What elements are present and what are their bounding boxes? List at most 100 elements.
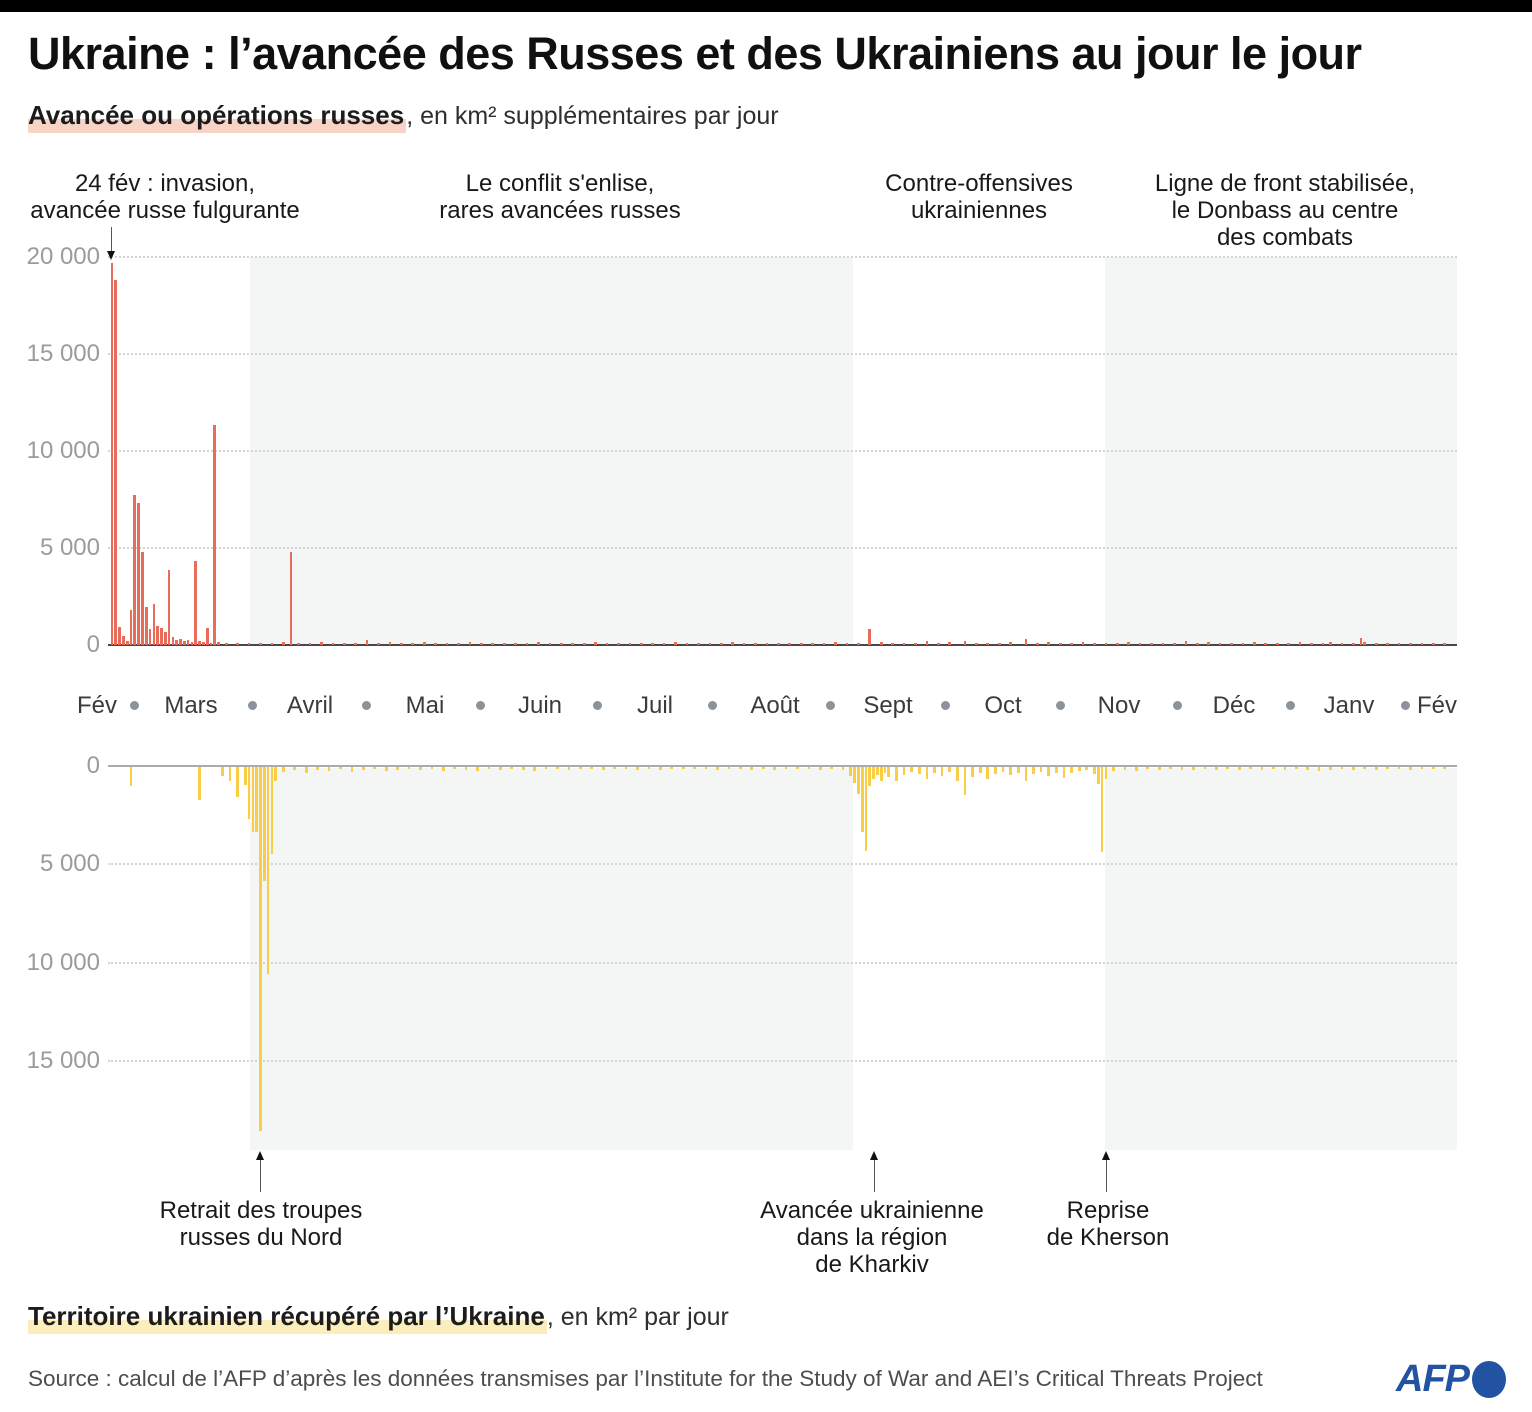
month-label: Janv <box>1323 692 1375 719</box>
ukrainian-recovery-bar <box>1062 767 1066 778</box>
ukrainian-recovery-bar <box>1294 767 1298 769</box>
month-label: Avril <box>286 692 334 719</box>
russian-advance-bar <box>422 642 426 645</box>
ukrainian-recovery-bar <box>430 767 434 770</box>
ukrainian-recovery-bar <box>956 767 959 782</box>
russian-advance-bar <box>110 262 114 645</box>
ukrainian-recovery-bar <box>1070 767 1073 774</box>
russian-advance-bar <box>186 639 190 645</box>
y-tick-label: 0 <box>86 631 100 658</box>
ukrainian-recovery-bar <box>567 767 571 771</box>
gridline <box>108 450 1457 452</box>
ukrainian-recovery-bar <box>738 767 742 769</box>
chart-annotation: Retrait des troupes <box>159 1197 363 1224</box>
ukrainian-recovery-bar <box>796 767 799 770</box>
ukrainian-recovery-bar <box>1283 767 1287 771</box>
ukrainian-recovery-bar <box>1085 767 1089 771</box>
russian-advance-bar <box>605 643 609 645</box>
ukrainian-recovery-bar <box>773 767 776 770</box>
chart-annotation: Reprise <box>1066 1197 1150 1224</box>
y-tick-label: 5 000 <box>39 534 100 561</box>
ukrainian-recovery-bar <box>716 767 719 770</box>
russian-advance-bar <box>1374 643 1378 645</box>
russian-advance-bar <box>133 494 137 645</box>
ukrainian-recovery-bar <box>1009 767 1013 776</box>
russian-advance-bar <box>986 642 990 645</box>
ukrainian-recovery-bar <box>1192 767 1195 771</box>
chart-annotation: 24 fév : invasion, <box>74 170 256 197</box>
russian-advance-bar <box>468 642 472 645</box>
ukrainian-recovery-bar <box>1237 767 1241 771</box>
russian-series-caption-units: , en km² supplémentaires par jour <box>406 102 779 130</box>
month-label: Juin <box>517 692 563 719</box>
russian-advance-bar <box>491 643 495 645</box>
ukrainian-recovery-bar <box>902 767 906 776</box>
annotation-arrow-head <box>870 1151 878 1160</box>
month-label: Déc <box>1212 692 1256 719</box>
russian-advance-bar <box>480 643 483 645</box>
annotation-arrow-line <box>874 1160 875 1192</box>
month-label: Fév <box>76 692 117 719</box>
ukrainian-recovery-bar <box>1100 767 1104 852</box>
russian-advance-bar <box>948 642 952 645</box>
russian-advance-bar <box>1397 643 1401 645</box>
russian-advance-bar <box>1420 643 1424 645</box>
ukrainian-recovery-bar <box>266 767 270 974</box>
ukrainian-recovery-bar <box>917 767 921 775</box>
ukrainian-recovery-bar <box>1016 767 1020 774</box>
ukrainian-recovery-bar <box>830 767 834 770</box>
month-separator-dot <box>941 701 950 710</box>
russian-advance-bar <box>365 639 369 645</box>
russian-advance-bar <box>754 643 757 645</box>
chart-annotation: rares avancées russes <box>439 197 681 224</box>
russian-advance-bar <box>1070 643 1073 645</box>
ukrainian-recovery-bar <box>1374 767 1378 771</box>
ukrainian-recovery-bar <box>1329 767 1332 771</box>
russian-advance-bar <box>183 640 186 645</box>
ukrainian-recovery-bar <box>883 767 887 774</box>
russian-advance-bar <box>167 570 171 645</box>
russian-advance-bar <box>788 643 792 645</box>
ukrainian-recovery-bar <box>857 767 860 794</box>
russian-advance-bar <box>217 641 220 645</box>
russian-advance-bar <box>674 642 677 645</box>
ukrainian-recovery-bar <box>339 767 342 770</box>
russian-advance-bar <box>457 643 460 645</box>
russian-advance-bar <box>1409 642 1412 645</box>
ukrainian-recovery-bar <box>373 767 377 770</box>
russian-advance-bar <box>400 643 403 645</box>
russian-advance-bar <box>1195 643 1199 645</box>
ukrainian-recovery-bar <box>464 767 468 770</box>
month-separator-dot <box>248 701 257 710</box>
month-label: Mai <box>405 692 445 719</box>
ukrainian-recovery-bar <box>1409 767 1412 770</box>
russian-advance-bar <box>1352 643 1355 645</box>
russian-advance-bar <box>163 632 167 645</box>
russian-advance-bar <box>118 626 121 645</box>
ukrainian-recovery-bar <box>1047 767 1051 777</box>
month-separator-dot <box>1401 701 1410 710</box>
ukrainian-recovery-bar <box>1420 767 1424 769</box>
ukrainian-recovery-bar <box>251 767 255 832</box>
month-separator-dot <box>1286 701 1295 710</box>
gridline <box>108 863 1457 866</box>
ukrainian-recovery-bar <box>544 767 548 770</box>
chart-annotation: Avancée ukrainienne <box>760 1197 984 1224</box>
russian-advance-bar <box>445 642 449 645</box>
russian-advance-bar <box>1161 643 1165 645</box>
russian-advance-bar <box>1138 643 1142 645</box>
russian-advance-bar <box>1230 642 1233 645</box>
ukrainian-recovery-bar <box>1180 767 1184 770</box>
y-tick-label: 15 000 <box>26 1047 100 1074</box>
ukrainian-recovery-bar <box>1226 767 1230 770</box>
russian-advance-bar <box>114 280 118 645</box>
russian-advance-bar <box>822 642 826 645</box>
month-label: Août <box>750 692 800 719</box>
annotation-arrow-line <box>111 227 112 251</box>
ukrainian-recovery-bar <box>818 767 822 770</box>
russian-advance-bar <box>997 643 1001 645</box>
russian-advance-bar <box>1081 642 1085 645</box>
month-separator-dot <box>362 701 371 710</box>
ukrainian-recovery-bar <box>727 767 731 770</box>
